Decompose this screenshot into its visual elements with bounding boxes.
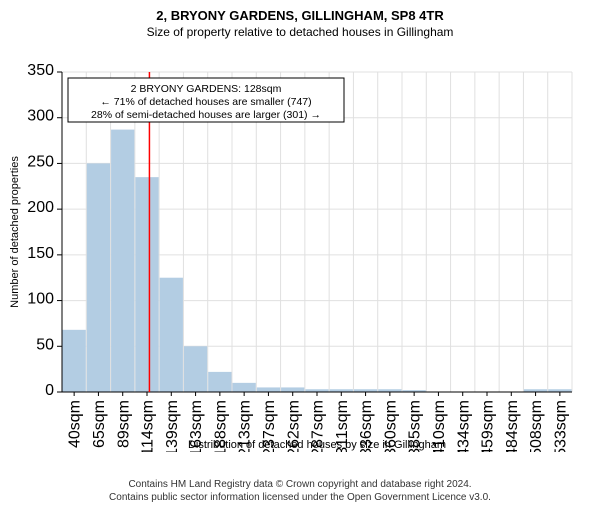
- svg-text:100: 100: [27, 291, 54, 308]
- chart-container: 0 50 100 150 200 250 300 350 40sqm 65sqm 89sqm 114s…: [0, 52, 600, 452]
- y-axis-label: Number of detached properties: [9, 156, 21, 308]
- annotation-line: 28% of semi-detached houses are larger (…: [91, 109, 321, 121]
- x-axis-label: Distribution of detached houses by size …: [188, 439, 446, 451]
- svg-text:114sqm: 114sqm: [140, 400, 157, 452]
- page-title-line1: 2, BRYONY GARDENS, GILLINGHAM, SP8 4TR: [0, 8, 600, 23]
- histogram-bar: [160, 278, 183, 392]
- histogram-bar: [87, 163, 110, 392]
- histogram-bar: [184, 346, 207, 392]
- svg-text:65sqm: 65sqm: [91, 400, 108, 448]
- svg-text:533sqm: 533sqm: [552, 400, 569, 452]
- svg-text:89sqm: 89sqm: [115, 400, 132, 448]
- svg-text:139sqm: 139sqm: [164, 400, 181, 452]
- histogram-chart: 0 50 100 150 200 250 300 350 40sqm 65sqm 89sqm 114s…: [0, 52, 600, 452]
- svg-text:434sqm: 434sqm: [455, 400, 472, 452]
- histogram-bar: [208, 372, 231, 392]
- svg-text:40sqm: 40sqm: [67, 400, 84, 448]
- svg-text:350: 350: [27, 62, 54, 79]
- svg-text:250: 250: [27, 153, 54, 170]
- svg-text:484sqm: 484sqm: [504, 400, 521, 452]
- page-title-line2: Size of property relative to detached ho…: [0, 25, 600, 39]
- svg-text:150: 150: [27, 245, 54, 262]
- svg-text:508sqm: 508sqm: [528, 400, 545, 452]
- footer-line2: Contains public sector information licen…: [0, 492, 600, 505]
- histogram-bar: [281, 387, 304, 392]
- svg-text:0: 0: [45, 382, 54, 399]
- footer: Contains HM Land Registry data © Crown c…: [0, 479, 600, 504]
- histogram-bar: [135, 177, 158, 392]
- annotation-line: 2 BRYONY GARDENS: 128sqm: [131, 83, 282, 95]
- svg-text:459sqm: 459sqm: [480, 400, 497, 452]
- svg-text:200: 200: [27, 199, 54, 216]
- histogram-bar: [111, 130, 134, 392]
- svg-text:300: 300: [27, 108, 54, 125]
- histogram-bar: [233, 383, 256, 392]
- annotation-line: ← 71% of detached houses are smaller (74…: [100, 96, 311, 108]
- svg-text:50: 50: [36, 336, 54, 353]
- histogram-bar: [63, 330, 86, 392]
- histogram-bar: [257, 387, 280, 392]
- footer-line1: Contains HM Land Registry data © Crown c…: [0, 479, 600, 492]
